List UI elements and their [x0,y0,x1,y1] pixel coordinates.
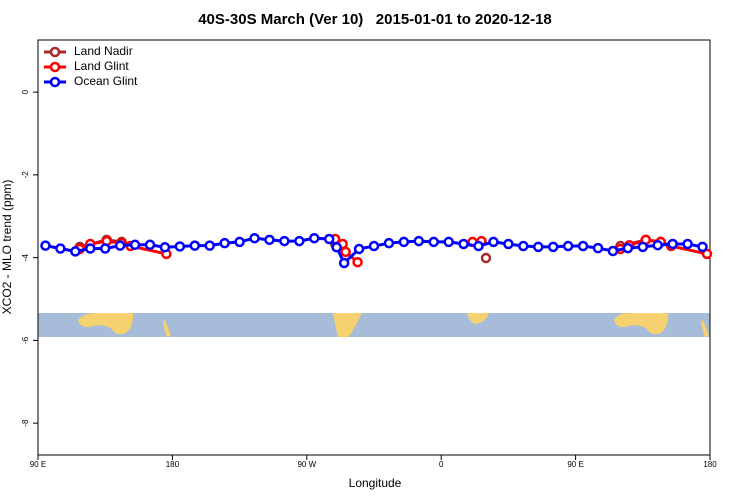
plot-frame [37,39,711,456]
x-tick-label: 0 [439,460,444,469]
point [398,236,410,248]
point [667,238,678,250]
point [518,240,529,252]
x-tick-label: 180 [166,460,180,469]
legend-label: Ocean Glint [74,74,138,88]
point [174,241,186,252]
landmass [467,313,489,324]
x-tick-label: 90 E [567,460,583,469]
landmass [163,320,171,337]
point [55,243,66,254]
point [458,238,469,250]
y-tick-label: -4 [21,254,30,262]
point [129,239,141,251]
legend-label: Land Glint [74,59,129,73]
landmass [614,313,669,335]
x-axis-label: Longitude [349,476,402,490]
point [413,235,425,247]
point [204,240,215,251]
point [338,257,350,269]
point [503,238,514,250]
point [428,236,439,248]
y-tick-label: -2 [21,171,30,179]
series-line [45,236,703,266]
y-tick-label: -8 [21,419,30,427]
point [592,242,604,254]
point [622,242,634,254]
point [340,246,351,258]
x-tick-label: 90 W [297,460,316,469]
point [189,240,201,251]
point [473,240,484,252]
point [353,243,365,255]
point [682,238,693,250]
landmass [333,313,362,337]
point [40,240,51,251]
x-tick-label: 90 E [30,460,46,469]
point [99,243,111,254]
point [488,236,499,248]
map-strip [38,313,710,337]
chart-title: 40S-30S March (Ver 10) 2015-01-01 to 202… [198,11,552,28]
point [562,240,574,252]
point [144,239,156,251]
point [368,240,380,252]
point [114,240,126,251]
point [294,235,305,247]
point [697,241,708,253]
landmass [78,313,134,335]
point [219,237,230,249]
point [279,235,290,247]
ocean [38,313,710,337]
point [607,245,619,257]
point [70,246,81,257]
point [701,248,713,260]
legend-marker [49,76,61,88]
legend-marker [49,46,61,58]
y-tick-label: 0 [21,89,30,94]
point [309,232,320,244]
point [480,252,492,264]
y-axis-label: XCO2 - MLO trend (ppm) [0,180,14,315]
legend-label: Land Nadir [74,44,133,58]
point [85,243,96,254]
point [443,236,454,248]
point [652,239,663,251]
x-tick-label: 180 [703,460,717,469]
point [331,242,342,253]
point [159,242,171,253]
point [323,233,335,245]
point [547,241,559,253]
point [234,236,245,248]
point [637,241,649,253]
legend-marker [49,61,61,73]
y-tick-label: -6 [21,336,30,344]
point [533,241,544,253]
landmass [701,320,709,337]
point [264,234,275,246]
point [352,256,363,268]
point [249,232,260,244]
point [577,240,589,252]
point [383,237,395,249]
